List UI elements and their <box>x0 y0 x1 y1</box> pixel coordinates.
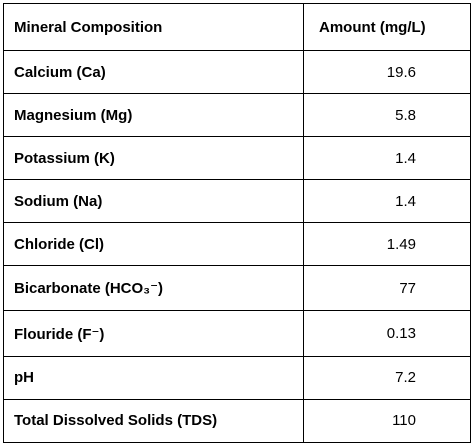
mineral-name: Sodium (Na) <box>3 179 304 224</box>
mineral-name: Flouride (F⁻) <box>3 310 304 357</box>
table-row: pH 7.2 <box>3 355 471 400</box>
table-body: Calcium (Ca) 19.6 Magnesium (Mg) 5.8 Potassi… <box>3 49 471 444</box>
mineral-amount: 77 <box>303 265 471 312</box>
table-row: Magnesium (Mg) 5.8 <box>3 93 471 138</box>
header-cell: Amount (mg/L) <box>303 3 471 51</box>
header-cell: Mineral Composition <box>3 3 304 51</box>
mineral-name: Magnesium (Mg) <box>3 93 304 138</box>
mineral-amount: 1.49 <box>303 222 471 267</box>
table-row: Sodium (Na) 1.4 <box>3 179 471 224</box>
table-row: Total Dissolved Solids (TDS) 110 <box>3 398 471 444</box>
mineral-amount: 19.6 <box>303 49 471 95</box>
mineral-amount: 7.2 <box>303 355 471 400</box>
mineral-amount: 1.4 <box>303 136 471 181</box>
table-row: Calcium (Ca) 19.6 <box>3 49 471 95</box>
mineral-name: Chloride (Cl) <box>3 222 304 267</box>
mineral-name: pH <box>3 355 304 400</box>
mineral-amount: 110 <box>303 398 471 444</box>
mineral-name: Calcium (Ca) <box>3 49 304 95</box>
mineral-name: Bicarbonate (HCO₃⁻) <box>3 265 304 312</box>
mineral-name: Total Dissolved Solids (TDS) <box>3 398 304 444</box>
header-row: Mineral Composition Amount (mg/L) <box>3 3 471 51</box>
mineral-name: Potassium (K) <box>3 136 304 181</box>
mineral-amount: 0.13 <box>303 310 471 357</box>
mineral-table: Mineral Composition Amount (mg/L) Calciu… <box>3 3 471 444</box>
mineral-amount: 1.4 <box>303 179 471 224</box>
table-row: Flouride (F⁻) 0.13 <box>3 310 471 357</box>
table-row: Chloride (Cl) 1.49 <box>3 222 471 267</box>
table-row: Potassium (K) 1.4 <box>3 136 471 181</box>
table-row: Bicarbonate (HCO₃⁻) 77 <box>3 265 471 312</box>
mineral-amount: 5.8 <box>303 93 471 138</box>
